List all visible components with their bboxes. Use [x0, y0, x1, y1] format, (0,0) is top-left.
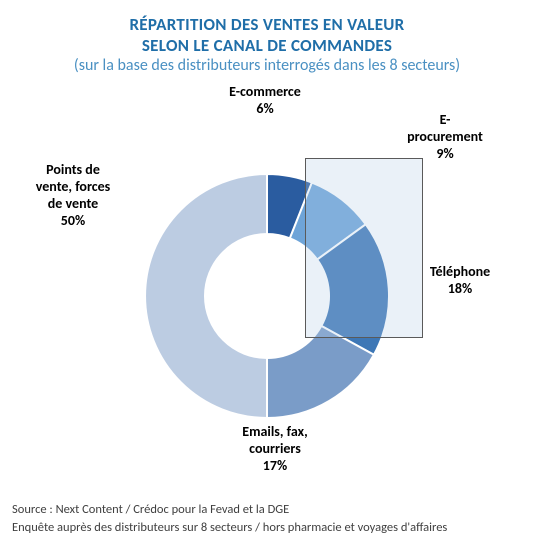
title-line-1: RÉPARTITION DES VENTES EN VALEUR — [0, 14, 534, 35]
label-points-de-vente: Points devente, forcesde vente50% — [13, 161, 133, 229]
label-ecommerce: E-commerce6% — [200, 83, 330, 117]
donut-slice — [145, 174, 267, 418]
label-telephone: Téléphone18% — [405, 263, 515, 297]
source-line-1: Source : Next Content / Crédoc pour la F… — [12, 502, 289, 517]
subtitle: (sur la base des distributeurs interrogé… — [0, 56, 534, 75]
highlight-box — [305, 158, 423, 338]
chart-title-block: RÉPARTITION DES VENTES EN VALEUR SELON L… — [0, 0, 534, 75]
title-line-2: SELON LE CANAL DE COMMANDES — [0, 35, 534, 56]
label-emails-fax: Emails, fax,courriers17% — [215, 423, 335, 474]
donut-chart-area: E-commerce6% E-procurement9% Téléphone18… — [0, 83, 534, 463]
label-eprocurement: E-procurement9% — [380, 111, 510, 162]
source-line-2: Enquête auprès des distributeurs sur 8 s… — [12, 520, 447, 535]
